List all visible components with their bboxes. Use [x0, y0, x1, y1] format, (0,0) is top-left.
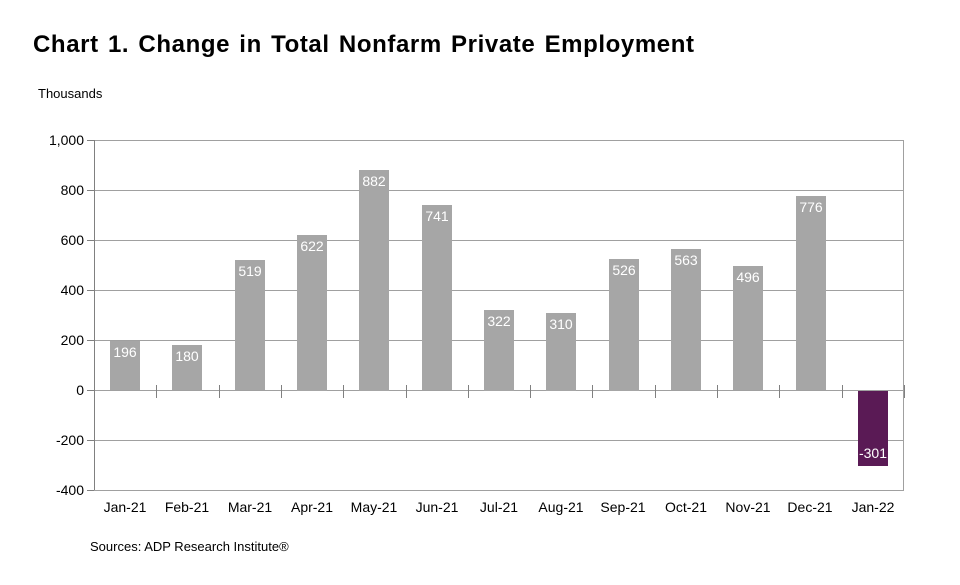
x-axis-tick: [779, 385, 780, 398]
bar-dec-21: 776: [796, 196, 826, 390]
gridline: [94, 490, 904, 491]
x-axis-tick: [343, 385, 344, 398]
y-axis-unit-label: Thousands: [38, 86, 103, 101]
x-axis-label: Aug-21: [538, 499, 584, 515]
x-axis-label: Oct-21: [664, 499, 707, 515]
y-axis-tick-label: -200: [55, 432, 84, 448]
gridline: [94, 390, 904, 391]
gridline: [94, 240, 904, 241]
x-axis-label: Jan-22: [851, 499, 895, 515]
y-axis-tick-label: 1,000: [48, 132, 84, 148]
x-axis-tick: [717, 385, 718, 398]
y-axis-tick: [87, 440, 94, 441]
x-axis-label: Mar-21: [227, 499, 273, 515]
bar-value-label: 180: [175, 348, 199, 364]
y-axis-tick-label: 0: [76, 382, 84, 398]
x-axis-tick: [904, 385, 905, 398]
x-axis-tick: [156, 385, 157, 398]
y-axis-tick: [87, 340, 94, 341]
x-axis-label: Feb-21: [164, 499, 210, 515]
bar-value-label: 526: [612, 261, 636, 278]
x-axis-tick: [842, 385, 843, 398]
bar-value-label: 776: [799, 199, 823, 215]
gridline: [94, 140, 904, 141]
bar-jun-21: 741: [422, 204, 452, 390]
bar-value-label: 741: [425, 207, 449, 224]
bar-jan-21: 196: [110, 341, 140, 390]
source-note: Sources: ADP Research Institute®: [90, 539, 289, 554]
bar-value-label: 622: [300, 237, 324, 254]
x-axis-label: Apr-21: [290, 499, 334, 515]
y-axis-tick-label: 600: [60, 232, 84, 248]
y-axis-tick: [87, 490, 94, 491]
x-axis-tick: [281, 385, 282, 398]
bar-mar-21: 519: [235, 260, 265, 391]
gridline: [94, 440, 904, 441]
bar-value-label: 196: [113, 344, 137, 360]
bar-value-label: 310: [549, 315, 573, 332]
bar-jul-21: 322: [484, 309, 514, 391]
y-axis-tick-label: 800: [60, 182, 84, 198]
y-axis-tick-label: 200: [60, 332, 84, 348]
bar-nov-21: 496: [733, 266, 763, 390]
x-axis-label: Jan-21: [103, 499, 147, 515]
x-axis-tick: [468, 385, 469, 398]
bar-oct-21: 563: [671, 249, 701, 391]
bar-aug-21: 310: [546, 312, 576, 391]
y-axis-line: [94, 140, 95, 490]
x-axis-label: May-21: [350, 499, 398, 515]
bar-value-label: 496: [736, 269, 760, 285]
bar-value-label: 563: [674, 252, 698, 269]
y-axis-tick-label: -400: [55, 482, 84, 498]
bar-feb-21: 180: [172, 345, 202, 390]
x-axis-tick: [94, 385, 95, 398]
x-axis-label: Sep-21: [600, 499, 646, 515]
bar-may-21: 882: [359, 169, 389, 391]
y-axis-tick: [87, 290, 94, 291]
bar-apr-21: 622: [297, 234, 327, 391]
bar-value-label: -301: [858, 445, 888, 461]
gridline: [94, 190, 904, 191]
chart-title: Chart 1. Change in Total Nonfarm Private…: [33, 31, 695, 58]
x-axis-tick: [406, 385, 407, 398]
x-axis-label: Jun-21: [415, 499, 459, 515]
x-axis-tick: [655, 385, 656, 398]
y-axis-tick-label: 400: [60, 282, 84, 298]
y-axis-tick: [87, 190, 94, 191]
x-axis-label: Jul-21: [479, 499, 519, 515]
bar-value-label: 882: [362, 172, 386, 189]
bar-sep-21: 526: [609, 258, 639, 391]
plot-right-border: [903, 140, 904, 490]
x-axis-label: Nov-21: [725, 499, 771, 515]
x-axis-tick: [530, 385, 531, 398]
bar-value-label: 322: [487, 312, 511, 329]
bar-value-label: 519: [238, 263, 262, 280]
gridline: [94, 290, 904, 291]
x-axis-tick: [219, 385, 220, 398]
bar-jan-22: -301: [858, 391, 888, 466]
y-axis-tick: [87, 140, 94, 141]
y-axis-tick: [87, 240, 94, 241]
y-axis-tick: [87, 390, 94, 391]
x-axis-label: Dec-21: [787, 499, 833, 515]
x-axis-tick: [592, 385, 593, 398]
